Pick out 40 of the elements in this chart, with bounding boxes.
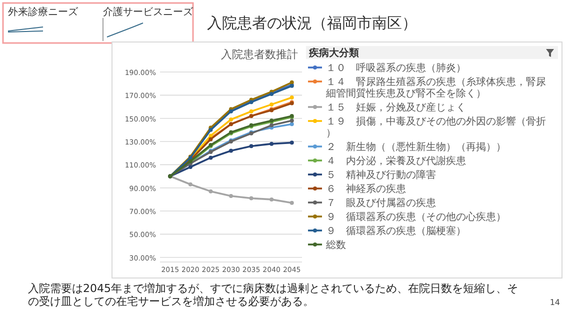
point bbox=[249, 109, 254, 114]
point bbox=[270, 102, 274, 106]
legend-label: ６ 神経系の疾患 bbox=[326, 183, 406, 195]
legend-label: １５ 妊娠，分娩及び産じょく bbox=[326, 102, 466, 114]
point bbox=[290, 118, 294, 123]
point bbox=[208, 156, 213, 160]
legend-title: 疾病大分類 bbox=[308, 47, 359, 59]
legend-label: １４ 腎尿路生殖器系の疾患（糸球体疾患，腎尿細管間質性疾患及び腎不全を除く） bbox=[325, 76, 546, 100]
chart-title: 入院患者の状況（福岡市南区） bbox=[207, 14, 417, 32]
point bbox=[290, 140, 294, 145]
text: 14 bbox=[550, 298, 560, 307]
legend-label: １９ 損傷，中毒及びその他の外因の影響（骨折） bbox=[326, 116, 546, 139]
point bbox=[229, 118, 233, 122]
legend-label: ５ 精神及び行動の障害 bbox=[326, 169, 436, 181]
point bbox=[249, 196, 254, 200]
legend-label: ４ 内分泌，栄養及び代謝疾患 bbox=[326, 155, 466, 167]
point bbox=[270, 142, 274, 146]
chart-subtitle: 入院患者数推計 bbox=[221, 48, 298, 61]
legend-label: １０ 呼吸器系の疾患（肺炎） bbox=[326, 62, 466, 74]
point bbox=[270, 197, 274, 202]
legend-label: ７ 眼及び付属器の疾患 bbox=[326, 197, 436, 209]
legend-label: 総数 bbox=[325, 239, 346, 251]
text: 介護サービスニーズ bbox=[103, 6, 194, 18]
point bbox=[188, 165, 192, 169]
point bbox=[229, 148, 233, 153]
point bbox=[270, 123, 274, 128]
text: 入院需要は2045年まで増加するが、すでに病床数は過剰とされているため、在院日数を短縮し、その受け皿としての在宅サービスを増加させる必要がある。 bbox=[28, 282, 518, 308]
point bbox=[290, 95, 294, 100]
legend-label: ９ 循環器系の疾患（脳梗塞） bbox=[326, 225, 466, 237]
point bbox=[229, 194, 233, 198]
point bbox=[208, 134, 213, 138]
legend-label: ９ 循環器系の疾患（その他の心疾患） bbox=[326, 211, 506, 223]
legend-label: ２ 新生物（（悪性新生物）（再掲）） bbox=[326, 141, 506, 153]
point bbox=[208, 189, 213, 194]
point bbox=[290, 122, 294, 126]
text: 外来診療ニーズ bbox=[8, 6, 79, 18]
point bbox=[290, 80, 294, 84]
point bbox=[249, 144, 254, 148]
point bbox=[188, 182, 192, 186]
point bbox=[290, 200, 294, 205]
